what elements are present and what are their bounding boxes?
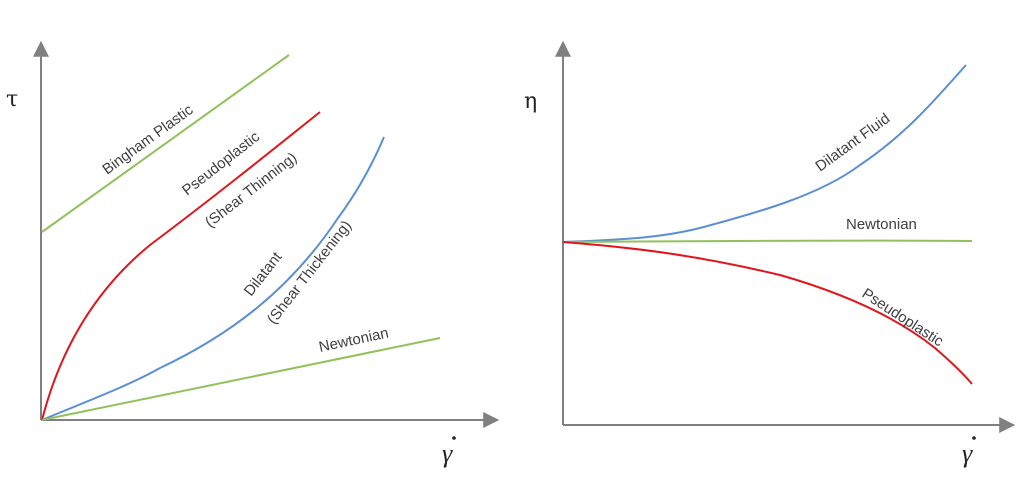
right-x-axis-dot [972, 436, 976, 440]
viscosity-panel: η γ Dilatant Fluid Newtonian Pseudoplast… [524, 40, 1016, 468]
dilatant-fluid-label: Dilatant Fluid [812, 110, 893, 175]
dilatant-fluid-curve [562, 64, 967, 243]
newtonian-viscosity-curve [562, 239, 973, 243]
newtonian-curve [41, 337, 441, 421]
right-y-axis-symbol: η [524, 89, 537, 114]
shear-stress-panel: τ γ Bingham Plastic Pseudoplastic (Shear… [6, 40, 500, 468]
dilatant-label: Dilatant [241, 248, 286, 299]
pseudoplastic-curve [41, 111, 321, 421]
dilatant-curve [41, 136, 385, 421]
left-y-axis-symbol: τ [6, 87, 18, 112]
bingham-plastic-curve [41, 54, 290, 233]
bingham-plastic-label: Bingham Plastic [99, 101, 196, 178]
left-x-axis-symbol: γ [442, 439, 453, 468]
right-x-axis-symbol: γ [962, 439, 973, 468]
pseudoplastic-viscosity-curve [562, 241, 973, 385]
newtonian-label-right: Newtonian [846, 216, 917, 233]
pseudoplastic-label-right: Pseudoplastic [859, 285, 947, 350]
shear-thickening-label: (Shear Thickening) [264, 217, 355, 327]
left-x-axis-dot [452, 436, 456, 440]
